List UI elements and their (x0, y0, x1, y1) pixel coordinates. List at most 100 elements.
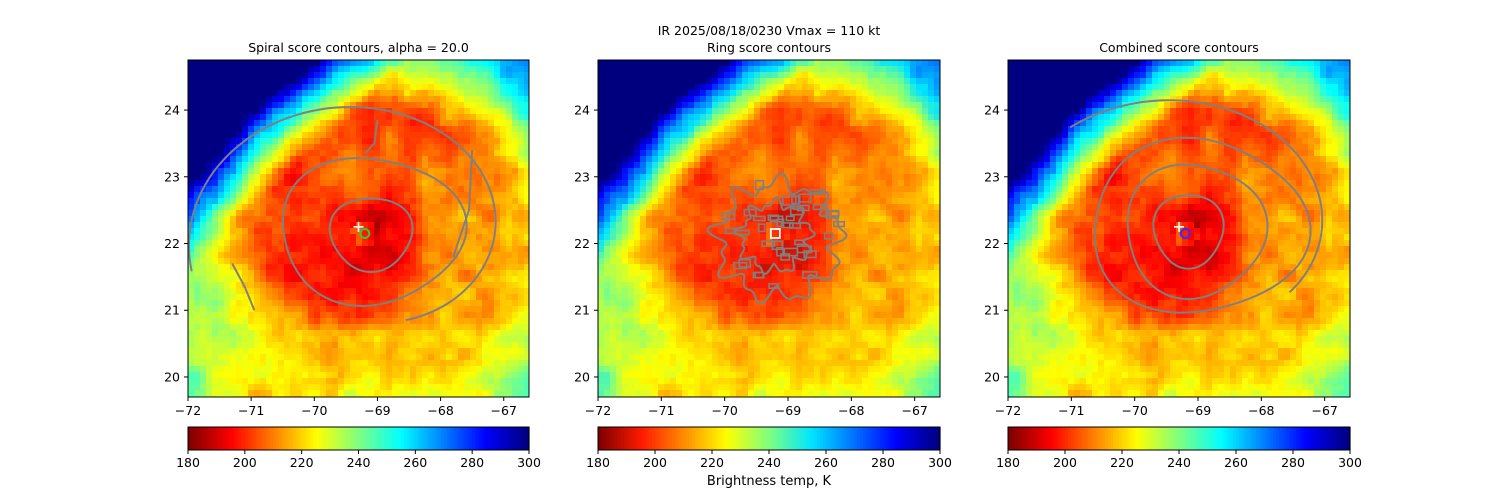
heat-cell (290, 288, 297, 295)
heat-cell (598, 180, 605, 187)
heat-cell (892, 108, 899, 115)
heat-cell (452, 366, 459, 373)
heat-cell (524, 180, 529, 187)
heat-cell (874, 138, 881, 145)
heat-cell (278, 324, 285, 331)
heat-cell (338, 108, 345, 115)
heat-cell (524, 144, 529, 151)
heat-cell (778, 186, 785, 193)
heat-cell (362, 264, 369, 271)
heat-cell (610, 114, 617, 121)
heat-cell (434, 210, 441, 217)
heat-cell (452, 114, 459, 121)
heat-cell (422, 300, 429, 307)
heat-cell (676, 60, 683, 67)
heat-cell (344, 162, 351, 169)
heat-cell (392, 270, 399, 277)
heat-cell (194, 246, 201, 253)
heat-cell (694, 102, 701, 109)
heat-cell (236, 246, 243, 253)
heat-cell (314, 162, 321, 169)
heat-cell (512, 282, 519, 289)
heat-cell (832, 120, 839, 127)
heat-cell (772, 78, 779, 85)
heat-cell (398, 228, 405, 235)
heat-cell (628, 72, 635, 79)
heat-cell (206, 336, 213, 343)
heat-cell (838, 114, 845, 121)
heat-cell (790, 96, 797, 103)
heat-cell (344, 144, 351, 151)
heat-cell (790, 174, 797, 181)
heat-cell (218, 90, 225, 97)
heat-cell (476, 342, 483, 349)
heat-cell (206, 228, 213, 235)
heat-cell (308, 228, 315, 235)
heat-cell (500, 216, 507, 223)
heat-cell (446, 108, 453, 115)
heat-cell (260, 354, 267, 361)
heat-cell (476, 168, 483, 175)
heat-cell (272, 90, 279, 97)
heat-cell (598, 222, 605, 229)
heat-cell (254, 360, 261, 367)
heat-cell (476, 60, 483, 67)
heat-cell (200, 84, 207, 91)
heat-cell (488, 234, 495, 241)
heat-cell (410, 372, 417, 379)
heat-cell (844, 84, 851, 91)
heat-cell (524, 84, 529, 91)
heat-cell (338, 90, 345, 97)
heat-cell (272, 204, 279, 211)
heat-cell (464, 72, 471, 79)
heat-cell (224, 90, 231, 97)
heat-cell (272, 222, 279, 229)
heat-cell (284, 354, 291, 361)
heat-cell (242, 378, 249, 385)
heat-cell (224, 270, 231, 277)
heat-cell (302, 336, 309, 343)
heat-cell (422, 144, 429, 151)
heat-cell (802, 78, 809, 85)
heat-cell (206, 288, 213, 295)
heat-cell (598, 84, 605, 91)
heat-cell (646, 198, 653, 205)
heat-cell (278, 306, 285, 313)
heat-cell (392, 96, 399, 103)
heat-cell (218, 114, 225, 121)
heat-cell (194, 390, 201, 397)
heat-cell (272, 198, 279, 205)
heat-cell (404, 102, 411, 109)
heat-cell (368, 180, 375, 187)
heat-cell (488, 282, 495, 289)
heat-cell (224, 96, 231, 103)
heat-cell (248, 360, 255, 367)
heat-cell (742, 108, 749, 115)
heat-cell (928, 108, 935, 115)
heat-cell (410, 150, 417, 157)
heat-cell (284, 72, 291, 79)
heat-cell (392, 180, 399, 187)
heat-cell (778, 132, 785, 139)
heat-cell (754, 210, 761, 217)
heat-cell (362, 324, 369, 331)
heat-cell (712, 186, 719, 193)
heat-cell (862, 186, 869, 193)
heat-cell (694, 204, 701, 211)
heat-cell (730, 78, 737, 85)
heat-cell (652, 120, 659, 127)
heat-cell (494, 324, 501, 331)
heat-cell (236, 252, 243, 259)
heat-cell (302, 300, 309, 307)
heat-cell (362, 96, 369, 103)
heat-cell (230, 282, 237, 289)
heat-cell (200, 252, 207, 259)
heat-cell (622, 84, 629, 91)
heat-cell (500, 198, 507, 205)
heat-cell (494, 240, 501, 247)
heat-cell (260, 90, 267, 97)
heat-cell (682, 114, 689, 121)
heat-cell (218, 270, 225, 277)
heat-cell (290, 132, 297, 139)
heat-cell (344, 336, 351, 343)
